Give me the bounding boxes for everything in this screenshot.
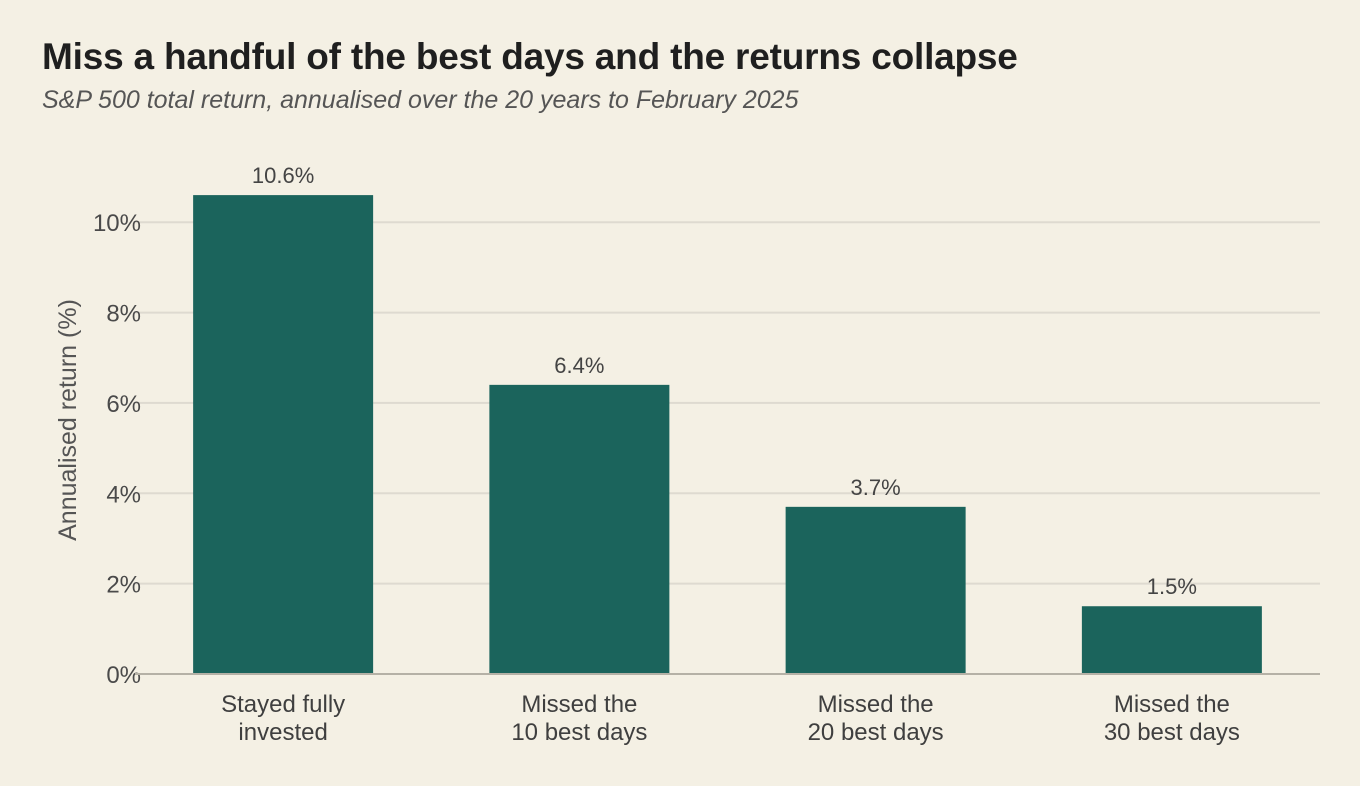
y-tick-label: 4% bbox=[106, 481, 141, 508]
bar bbox=[1081, 606, 1262, 674]
x-axis-category-labels: Stayed fully invested Missed the 10 best da… bbox=[221, 691, 1240, 746]
bar-value-labels: 10.6% 6.4% 3.7% 1.5% bbox=[252, 163, 1197, 599]
bar-value-label: 3.7% bbox=[851, 475, 901, 500]
bar-value-label: 1.5% bbox=[1147, 574, 1197, 599]
bar bbox=[785, 506, 966, 674]
y-axis-tick-labels: 0% 2% 4% 6% 8% 10% bbox=[93, 210, 141, 689]
x-tick-label: Stayed fully invested bbox=[221, 691, 345, 746]
x-tick-label: Missed the 30 best days bbox=[1104, 691, 1240, 746]
bar bbox=[489, 384, 670, 674]
y-tick-label: 10% bbox=[93, 210, 141, 237]
bar-value-label: 6.4% bbox=[554, 353, 604, 378]
chart-title: Miss a handful of the best days and the … bbox=[42, 36, 1018, 77]
bar-value-label: 10.6% bbox=[252, 163, 314, 188]
y-tick-label: 6% bbox=[106, 391, 141, 418]
bar bbox=[193, 195, 374, 674]
y-tick-label: 8% bbox=[106, 301, 141, 328]
chart-subtitle: S&P 500 total return, annualised over th… bbox=[42, 86, 799, 114]
bars bbox=[193, 195, 1262, 674]
y-tick-label: 0% bbox=[106, 662, 141, 689]
y-tick-label: 2% bbox=[106, 572, 141, 599]
x-tick-label: Missed the 10 best days bbox=[511, 691, 647, 746]
y-axis-label: Annualised return (%) bbox=[54, 299, 82, 541]
x-tick-label: Missed the 20 best days bbox=[808, 691, 944, 746]
